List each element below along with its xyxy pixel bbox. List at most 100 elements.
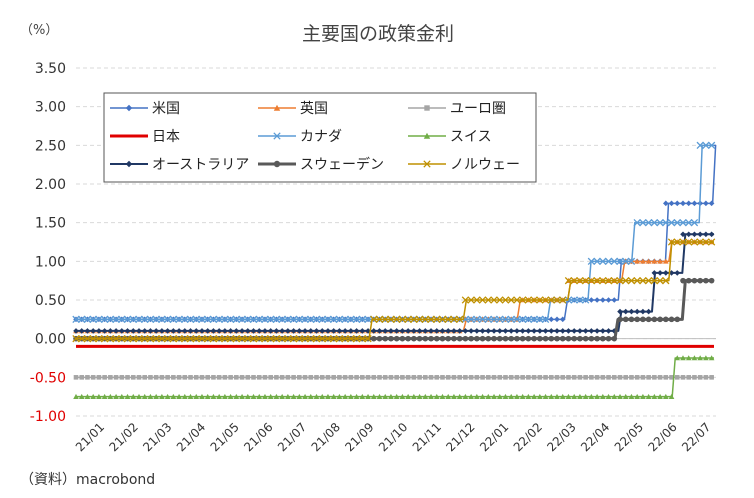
data-point-marker: [474, 393, 480, 399]
data-point-marker: [491, 375, 497, 380]
legend-label: ノルウェー: [450, 157, 520, 173]
data-point-marker: [679, 219, 687, 227]
data-point-marker: [181, 315, 189, 323]
data-point-marker: [393, 328, 400, 334]
data-point-marker: [536, 315, 544, 323]
data-point-marker: [226, 315, 235, 323]
data-point-marker: [215, 335, 223, 343]
data-point-marker: [331, 375, 336, 380]
data-point-marker: [295, 315, 303, 323]
data-point-marker: [600, 328, 606, 334]
data-point-marker: [634, 258, 640, 264]
x-axis-ticks: 21/01 21/02 21/03 21/04 21/05 21/06 21/07 21/08…: [73, 420, 714, 454]
data-point-marker: [680, 277, 686, 284]
data-point-marker: [176, 328, 182, 334]
data-point-marker: [124, 328, 131, 334]
x-tick-label: 22/01: [477, 420, 511, 454]
data-point-marker: [474, 328, 480, 334]
data-point-marker: [707, 238, 716, 246]
data-point-marker: [559, 316, 566, 323]
data-point-marker: [268, 375, 273, 380]
data-point-marker: [216, 328, 222, 334]
data-point-marker: [622, 393, 629, 399]
data-point-marker: [364, 335, 372, 343]
data-point-marker: [330, 393, 337, 399]
data-point-marker: [583, 375, 588, 380]
x-tick-label: 21/09: [342, 420, 376, 454]
data-point-marker: [290, 328, 297, 334]
data-point-marker: [312, 315, 321, 323]
data-point-marker: [273, 104, 281, 111]
data-point-marker: [576, 296, 584, 304]
data-point-marker: [628, 308, 635, 315]
data-point-marker: [232, 335, 240, 343]
data-point-marker: [399, 328, 406, 334]
data-point-marker: [152, 335, 160, 343]
data-point-marker: [78, 328, 85, 334]
data-point-marker: [485, 335, 492, 342]
data-point-marker: [502, 393, 509, 399]
data-point-marker: [348, 375, 354, 380]
data-point-marker: [478, 296, 487, 304]
data-point-marker: [651, 270, 658, 276]
data-point-marker: [370, 315, 378, 323]
data-point-marker: [365, 328, 371, 334]
data-point-marker: [663, 270, 669, 276]
data-point-marker: [371, 375, 377, 380]
data-point-marker: [645, 316, 652, 323]
data-point-marker: [663, 316, 669, 323]
data-point-marker: [685, 238, 693, 246]
data-point-marker: [525, 335, 532, 342]
data-point-marker: [318, 335, 326, 343]
x-tick-label: 21/06: [241, 420, 275, 454]
data-point-marker: [415, 315, 424, 323]
data-point-marker: [537, 375, 543, 380]
data-point-marker: [348, 393, 354, 399]
data-point-marker: [537, 335, 543, 342]
data-point-marker: [142, 375, 148, 380]
data-point-marker: [548, 328, 555, 334]
data-point-marker: [273, 393, 280, 399]
data-point-marker: [387, 315, 395, 323]
legend-label: スイス: [450, 129, 492, 145]
data-point-marker: [153, 375, 159, 380]
y-tick-label: 1.00: [35, 254, 66, 270]
data-point-marker: [457, 375, 462, 380]
data-point-marker: [204, 393, 211, 399]
data-point-marker: [388, 335, 394, 342]
data-point-marker: [375, 315, 384, 323]
data-point-marker: [130, 393, 137, 399]
legend-item: ユーロ圏: [408, 101, 506, 117]
data-point-marker: [514, 328, 520, 334]
data-point-marker: [411, 393, 417, 399]
data-point-marker: [543, 375, 548, 380]
data-point-marker: [611, 328, 618, 334]
data-point-marker: [279, 328, 285, 334]
series-line: [76, 144, 714, 321]
data-point-marker: [90, 328, 96, 334]
data-point-marker: [484, 315, 492, 323]
data-point-marker: [525, 393, 532, 399]
data-point-marker: [640, 258, 646, 264]
data-point-marker: [108, 375, 113, 380]
x-tick-label: 21/10: [376, 420, 410, 454]
x-tick-label: 21/12: [443, 420, 477, 454]
data-point-marker: [445, 375, 451, 380]
data-point-marker: [541, 296, 550, 304]
data-point-marker: [514, 375, 520, 380]
data-point-marker: [325, 393, 331, 399]
data-point-marker: [680, 355, 686, 361]
data-point-marker: [531, 335, 537, 342]
data-point-marker: [376, 393, 383, 399]
data-point-marker: [125, 160, 133, 168]
data-point-marker: [388, 375, 394, 380]
data-point-marker: [262, 328, 268, 334]
data-point-marker: [290, 393, 297, 399]
data-point-marker: [255, 315, 263, 323]
data-point-marker: [255, 335, 263, 343]
data-point-marker: [497, 375, 503, 380]
data-point-marker: [657, 270, 663, 276]
data-point-marker: [278, 315, 286, 323]
data-point-marker: [634, 375, 640, 380]
data-point-marker: [617, 316, 623, 323]
